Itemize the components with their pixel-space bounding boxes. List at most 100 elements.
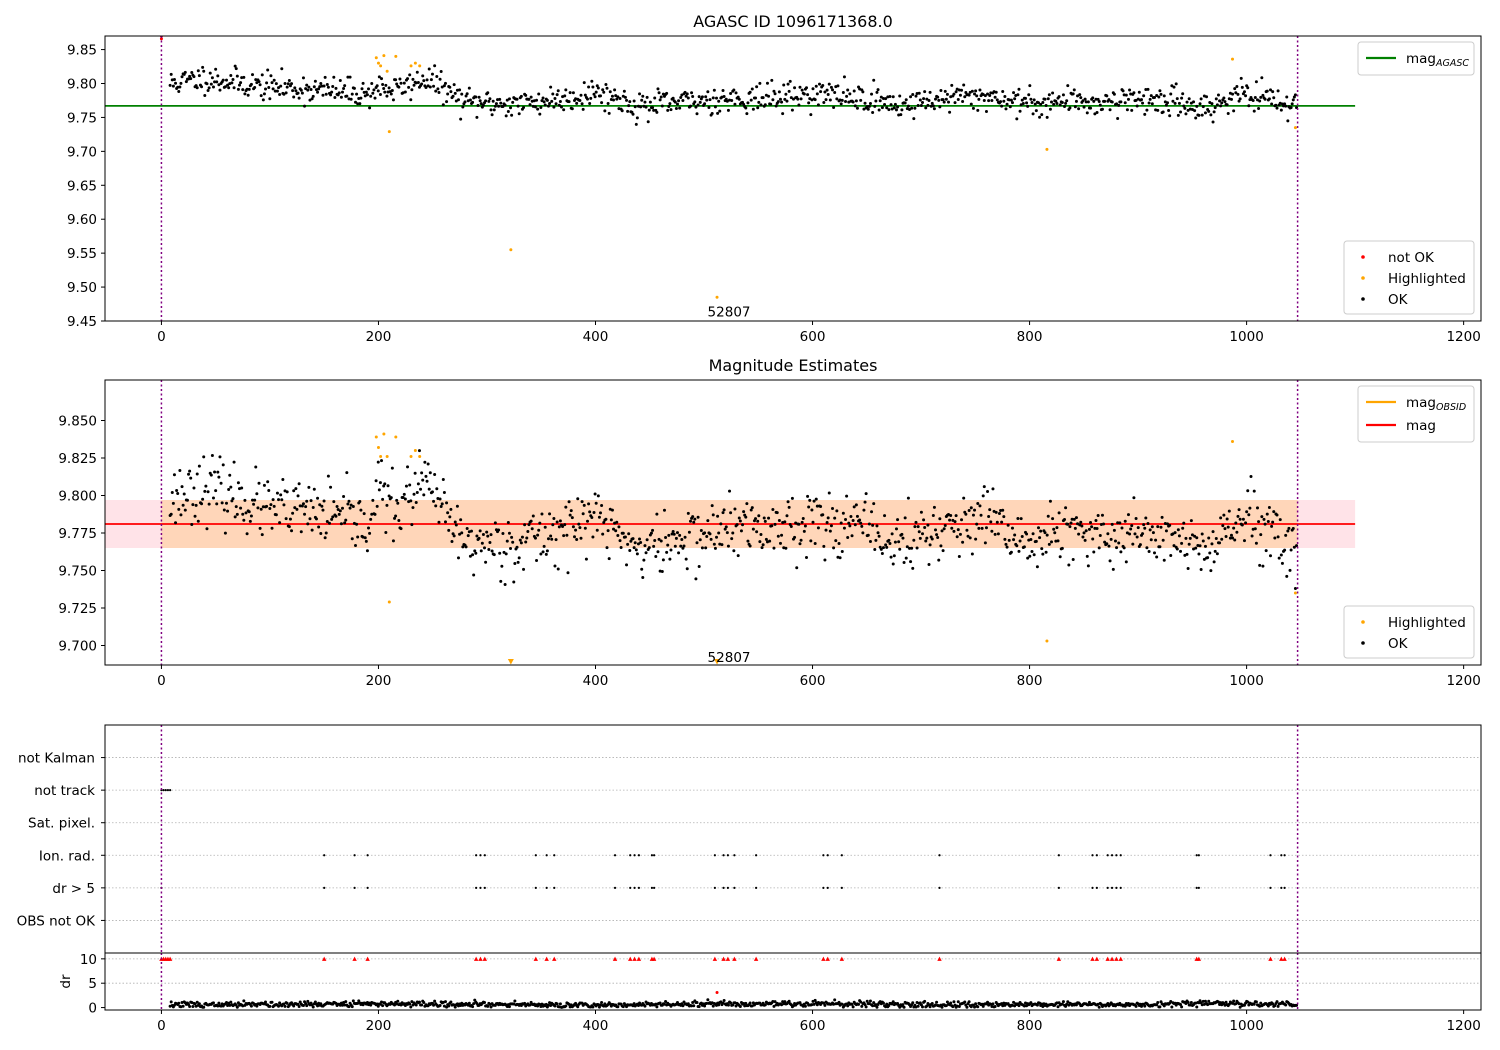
data-point	[728, 489, 732, 493]
data-point	[914, 520, 918, 524]
data-point	[983, 94, 987, 98]
data-point	[898, 1005, 902, 1009]
data-point	[374, 479, 378, 483]
y-tick-label: 9.750	[58, 564, 97, 580]
data-point	[568, 91, 572, 95]
data-point	[411, 77, 415, 81]
data-point	[177, 1001, 181, 1005]
data-point	[948, 110, 952, 114]
data-point	[1137, 90, 1141, 94]
data-point	[703, 531, 707, 535]
data-point	[260, 533, 264, 537]
x-tick-label: 200	[366, 1018, 392, 1034]
data-point	[1158, 1005, 1162, 1009]
data-point	[1089, 106, 1093, 110]
data-point	[994, 510, 998, 514]
data-point	[1097, 1005, 1101, 1009]
data-point	[859, 521, 863, 525]
data-point	[1162, 94, 1166, 98]
data-point	[712, 88, 716, 92]
data-point	[575, 101, 579, 105]
data-point	[285, 490, 289, 494]
y-tick-label: 9.55	[67, 246, 97, 262]
data-point	[480, 541, 484, 545]
data-point	[706, 519, 710, 523]
data-point	[1156, 108, 1160, 112]
axes-frame-4	[104, 952, 1482, 1011]
data-point	[713, 886, 716, 889]
data-point	[1112, 528, 1116, 532]
data-point	[822, 854, 825, 857]
data-point	[245, 87, 249, 91]
data-point	[1167, 108, 1171, 112]
data-point	[584, 557, 588, 561]
data-point	[1002, 99, 1006, 103]
data-point	[881, 546, 885, 550]
data-point	[824, 528, 828, 532]
data-point	[1092, 99, 1096, 103]
data-point	[892, 554, 896, 558]
data-point	[872, 78, 876, 82]
data-point	[193, 514, 197, 518]
data-point	[271, 87, 275, 91]
data-point	[1143, 1004, 1147, 1008]
data-point	[236, 87, 240, 91]
data-point	[1288, 568, 1292, 572]
data-point	[202, 455, 206, 459]
data-point	[614, 94, 618, 98]
data-point	[343, 84, 347, 88]
data-point	[545, 549, 549, 553]
data-point	[1131, 542, 1135, 546]
data-point	[1244, 94, 1248, 98]
data-point	[1200, 113, 1204, 117]
data-point	[920, 532, 924, 536]
data-point	[1176, 113, 1180, 117]
data-point	[783, 520, 787, 524]
data-point	[655, 512, 659, 516]
data-point	[964, 90, 968, 94]
legend-marker	[1361, 620, 1365, 624]
data-point	[264, 1000, 268, 1004]
data-point	[352, 86, 356, 90]
data-point	[549, 534, 553, 538]
data-point	[237, 83, 241, 87]
data-point	[332, 500, 336, 504]
data-point	[208, 71, 212, 75]
data-point	[982, 485, 986, 489]
data-point	[1115, 102, 1119, 106]
data-point	[433, 999, 437, 1003]
data-point	[706, 90, 710, 94]
data-point	[1183, 106, 1187, 110]
data-point	[473, 956, 479, 961]
data-point	[798, 542, 802, 546]
data-point	[787, 89, 791, 93]
data-point	[434, 89, 438, 93]
data-point	[460, 531, 464, 535]
data-point	[1201, 539, 1205, 543]
data-point	[509, 248, 513, 252]
data-point	[1086, 1003, 1090, 1007]
data-point	[387, 86, 391, 90]
data-point	[604, 83, 608, 87]
data-point	[223, 531, 227, 535]
data-point	[317, 87, 321, 91]
data-point	[957, 1004, 961, 1008]
data-point	[539, 552, 543, 556]
data-point	[987, 514, 991, 518]
series-highlighted	[374, 432, 1297, 643]
data-point	[1047, 542, 1051, 546]
data-point	[340, 506, 344, 510]
data-point	[1168, 114, 1172, 118]
data-point	[535, 98, 539, 102]
legend-label: magAGASC	[1406, 51, 1469, 69]
x-tick-label: 1000	[1229, 673, 1263, 689]
data-point	[694, 105, 698, 109]
data-point	[230, 81, 234, 85]
data-point	[367, 526, 371, 530]
data-point	[1205, 95, 1209, 99]
data-point	[490, 549, 494, 553]
data-point	[1079, 520, 1083, 524]
data-point	[471, 100, 475, 104]
data-point	[218, 88, 222, 92]
